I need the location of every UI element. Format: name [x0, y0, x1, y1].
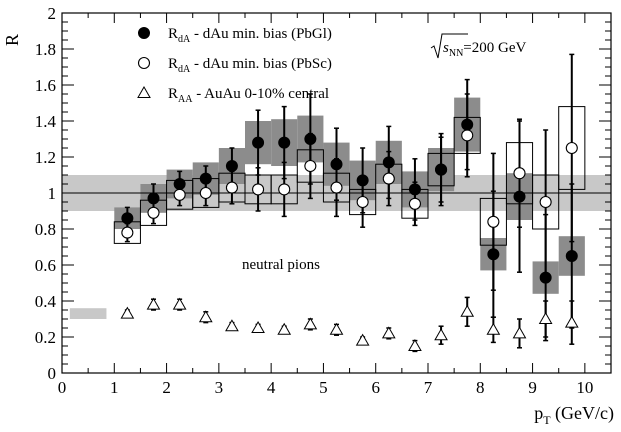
auau-point	[408, 338, 422, 351]
pbgl-point	[199, 172, 212, 185]
y-tick-label: 1.8	[35, 40, 56, 59]
legend-label-pbsc: RdA - dAu min. bias (PbSc)	[168, 56, 332, 75]
y-axis-title: R	[2, 34, 22, 46]
auau-point	[198, 310, 213, 323]
auau-point	[355, 333, 370, 346]
pbgl-point	[539, 271, 552, 284]
x-tick-label: 1	[110, 378, 119, 397]
pbsc-point	[539, 195, 552, 209]
pbsc-point	[461, 129, 474, 142]
auau-point	[329, 322, 344, 335]
pbsc-point	[513, 167, 526, 180]
pbsc-point	[225, 181, 238, 194]
y-tick-label: 0.6	[35, 256, 56, 275]
pbgl-point	[278, 136, 291, 149]
y-tick-label: 0	[48, 364, 57, 383]
pbgl-point	[382, 156, 395, 169]
auau-point	[225, 319, 239, 332]
auau-point	[538, 311, 553, 324]
particle-label: neutral pions	[242, 257, 320, 273]
pbgl-point	[513, 190, 526, 203]
x-tick-label: 0	[58, 378, 67, 397]
x-tick-label: 4	[267, 378, 276, 397]
x-tick-label: 5	[319, 378, 328, 397]
pbsc-point	[330, 181, 343, 194]
pbgl-point	[487, 248, 500, 261]
y-tick-label: 0.8	[35, 220, 56, 239]
pbsc-point	[173, 188, 186, 201]
y-tick-label: 1	[48, 184, 57, 203]
pbgl-point	[330, 158, 343, 171]
aa-normalization-band	[69, 308, 107, 319]
pbgl-point	[147, 192, 160, 205]
pbgl-point	[225, 160, 238, 172]
legend: RdA - dAu min. bias (PbGl) RdA - dAu min…	[137, 26, 332, 105]
auau-point	[564, 315, 579, 328]
y-tick-label: 0.4	[35, 292, 57, 311]
legend-label-pbgl: RdA - dAu min. bias (PbGl)	[168, 26, 332, 45]
energy-label: sNN=200 GeV	[430, 33, 526, 59]
pbsc-point	[199, 186, 212, 200]
x-tick-label: 10	[576, 378, 593, 397]
pbsc-point	[408, 197, 421, 210]
legend-marker-filled-circle	[138, 27, 150, 39]
x-axis-title: pT (GeV/c)	[534, 403, 614, 427]
auau-point	[172, 297, 187, 310]
x-tick-label: 2	[162, 378, 171, 397]
auau-point	[251, 320, 265, 333]
x-tick-label: 7	[424, 378, 433, 397]
pbsc-point	[304, 159, 317, 173]
pbgl-point	[121, 212, 134, 225]
pbgl-point	[304, 133, 317, 145]
pbsc-point	[487, 215, 500, 228]
auau-point	[120, 306, 135, 319]
x-tick-label: 9	[528, 378, 537, 397]
auau-point	[512, 326, 527, 339]
pbgl-point	[252, 136, 265, 149]
pbgl-point	[173, 178, 186, 190]
auau-point	[460, 304, 475, 317]
y-tick-label: 1.6	[35, 76, 56, 95]
pbsc-point	[252, 183, 265, 196]
pbgl-point	[565, 250, 578, 262]
auau-point	[381, 326, 396, 339]
y-tick-label: 0.2	[35, 328, 56, 347]
pbsc-point	[565, 141, 578, 155]
legend-label-auau: RAA - AuAu 0-10% central	[168, 86, 329, 105]
auau-point	[146, 297, 161, 310]
x-tick-label: 3	[215, 378, 224, 397]
pbgl-point	[356, 174, 369, 187]
legend-item-pbsc: RdA - dAu min. bias (PbSc)	[137, 56, 332, 75]
energy-text: sNN=200 GeV	[443, 40, 526, 59]
pbgl-point	[435, 163, 448, 176]
sqrt-symbol	[430, 33, 468, 59]
axis-ticks-layer: 0 1 2 3 4 5 6 7 8 9 10 0 0.2 0.4 0.6 0.8 1 1.2 1.4 1.6 1.8 2	[35, 4, 612, 397]
auau-point	[486, 322, 501, 335]
pbsc-point	[121, 226, 134, 239]
y-tick-label: 2	[48, 4, 57, 23]
pbsc-point	[382, 172, 395, 185]
auau-point	[277, 322, 292, 335]
auau-point	[434, 328, 448, 341]
x-tick-label: 8	[476, 378, 485, 397]
y-tick-label: 1.4	[35, 112, 57, 131]
auau-point	[303, 317, 318, 330]
legend-marker-open-circle	[137, 56, 151, 70]
x-tick-label: 6	[371, 378, 380, 397]
legend-item-auau: RAA - AuAu 0-10% central	[137, 85, 329, 105]
legend-item-pbgl: RdA - dAu min. bias (PbGl)	[138, 26, 332, 45]
pbsc-point	[278, 183, 291, 196]
y-tick-label: 1.2	[35, 148, 56, 167]
pbsc-point	[356, 195, 369, 209]
pbgl-point	[461, 118, 474, 131]
legend-marker-open-triangle	[137, 85, 151, 98]
markers-layer	[120, 118, 579, 351]
pbgl-point	[408, 183, 421, 196]
pbsc-point	[147, 206, 160, 219]
